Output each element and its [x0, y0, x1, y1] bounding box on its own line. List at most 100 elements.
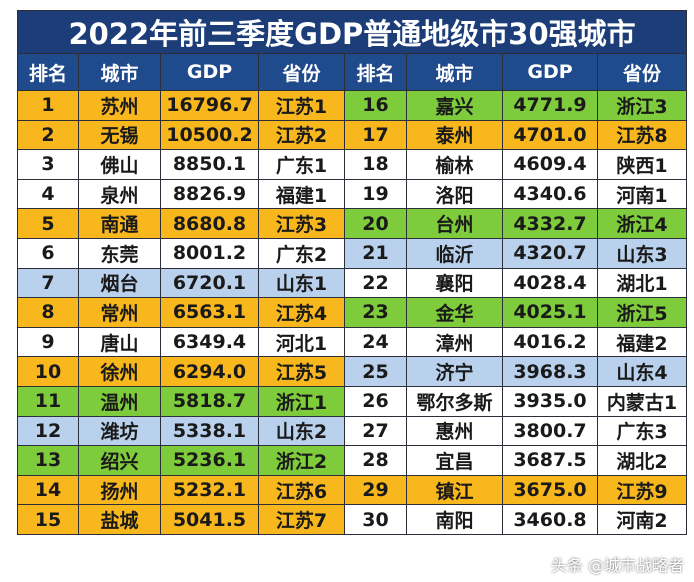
cell-prov: 山东4 — [596, 356, 688, 387]
cell-rank: 10 — [17, 356, 79, 387]
table-row: 10 徐州 6294.0 江苏5 25 济宁 3968.3 山东4 — [17, 356, 688, 387]
cell-prov: 陕西1 — [596, 149, 688, 180]
table-row: 12 潍坊 5338.1 山东2 27 惠州 3800.7 广东3 — [17, 415, 688, 447]
cell-rank: 14 — [17, 474, 79, 506]
cell-city: 苏州 — [78, 90, 161, 121]
table-row: 4 泉州 8826.9 福建1 19 洛阳 4340.6 河南1 — [17, 178, 688, 210]
cell-gdp: 4320.7 — [502, 237, 598, 269]
cell-rank: 15 — [17, 504, 79, 535]
cell-rank: 4 — [17, 178, 79, 210]
cell-prov: 江苏8 — [596, 119, 688, 151]
table-row: 14 扬州 5232.1 江苏6 29 镇江 3675.0 江苏9 — [17, 474, 688, 506]
cell-prov: 内蒙古1 — [596, 385, 688, 417]
cell-city: 烟台 — [78, 267, 161, 299]
cell-gdp: 8001.2 — [160, 237, 259, 269]
cell-city: 镇江 — [406, 474, 503, 506]
table-row: 9 唐山 6349.4 河北1 24 漳州 4016.2 福建2 — [17, 326, 688, 358]
cell-prov: 福建1 — [258, 178, 345, 210]
cell-city: 泉州 — [78, 178, 161, 210]
header-province: 省份 — [596, 53, 688, 91]
header-province: 省份 — [258, 53, 345, 91]
cell-city: 金华 — [406, 297, 503, 328]
cell-gdp: 4701.0 — [502, 119, 598, 151]
cell-rank: 13 — [17, 445, 79, 476]
header-city: 城市 — [78, 53, 161, 91]
cell-city: 东莞 — [78, 237, 161, 269]
cell-prov: 江苏5 — [258, 356, 345, 387]
cell-city: 临沂 — [406, 237, 503, 269]
cell-city: 盐城 — [78, 504, 161, 535]
cell-rank: 1 — [17, 90, 79, 121]
cell-city: 扬州 — [78, 474, 161, 506]
cell-gdp: 16796.7 — [160, 90, 259, 121]
cell-city: 徐州 — [78, 356, 161, 387]
cell-prov: 江苏4 — [258, 297, 345, 328]
cell-gdp: 5232.1 — [160, 474, 259, 506]
cell-gdp: 6720.1 — [160, 267, 259, 299]
cell-gdp: 4016.2 — [502, 326, 598, 358]
cell-city: 南阳 — [406, 504, 503, 535]
cell-prov: 江苏2 — [258, 119, 345, 151]
cell-prov: 江苏6 — [258, 474, 345, 506]
cell-gdp: 3460.8 — [502, 504, 598, 535]
table-row: 3 佛山 8850.1 广东1 18 榆林 4609.4 陕西1 — [17, 149, 688, 180]
cell-city: 榆林 — [406, 149, 503, 180]
cell-gdp: 3800.7 — [502, 415, 598, 447]
cell-city: 嘉兴 — [406, 90, 503, 121]
table-row: 11 温州 5818.7 浙江1 26 鄂尔多斯 3935.0 内蒙古1 — [17, 385, 688, 417]
table-row: 6 东莞 8001.2 广东2 21 临沂 4320.7 山东3 — [17, 237, 688, 269]
cell-rank: 18 — [344, 149, 407, 180]
cell-rank: 26 — [344, 385, 407, 417]
cell-gdp: 3968.3 — [502, 356, 598, 387]
cell-gdp: 4609.4 — [502, 149, 598, 180]
cell-prov: 浙江2 — [258, 445, 345, 476]
header-rank: 排名 — [344, 53, 407, 91]
cell-prov: 浙江5 — [596, 297, 688, 328]
cell-rank: 24 — [344, 326, 407, 358]
table-row: 5 南通 8680.8 江苏3 20 台州 4332.7 浙江4 — [17, 208, 688, 239]
cell-prov: 河北1 — [258, 326, 345, 358]
cell-city: 襄阳 — [406, 267, 503, 299]
cell-city: 漳州 — [406, 326, 503, 358]
cell-city: 鄂尔多斯 — [406, 385, 503, 417]
table-row: 2 无锡 10500.2 江苏2 17 泰州 4701.0 江苏8 — [17, 119, 688, 151]
cell-prov: 广东1 — [258, 149, 345, 180]
cell-rank: 27 — [344, 415, 407, 447]
cell-gdp: 6349.4 — [160, 326, 259, 358]
cell-city: 台州 — [406, 208, 503, 239]
cell-gdp: 5041.5 — [160, 504, 259, 535]
cell-rank: 5 — [17, 208, 79, 239]
cell-prov: 湖北1 — [596, 267, 688, 299]
cell-rank: 20 — [344, 208, 407, 239]
cell-city: 佛山 — [78, 149, 161, 180]
cell-gdp: 6294.0 — [160, 356, 259, 387]
cell-gdp: 5236.1 — [160, 445, 259, 476]
cell-city: 宜昌 — [406, 445, 503, 476]
cell-rank: 7 — [17, 267, 79, 299]
cell-prov: 江苏9 — [596, 474, 688, 506]
cell-rank: 28 — [344, 445, 407, 476]
cell-prov: 山东3 — [596, 237, 688, 269]
cell-prov: 江苏1 — [258, 90, 345, 121]
cell-gdp: 4771.9 — [502, 90, 598, 121]
cell-rank: 21 — [344, 237, 407, 269]
cell-gdp: 3675.0 — [502, 474, 598, 506]
cell-rank: 23 — [344, 297, 407, 328]
cell-rank: 16 — [344, 90, 407, 121]
watermark: 头条 @城市战略者 — [550, 556, 684, 575]
cell-rank: 11 — [17, 385, 79, 417]
cell-city: 绍兴 — [78, 445, 161, 476]
table-row: 1 苏州 16796.7 江苏1 16 嘉兴 4771.9 浙江3 — [17, 90, 688, 121]
cell-gdp: 4028.4 — [502, 267, 598, 299]
cell-prov: 福建2 — [596, 326, 688, 358]
cell-gdp: 4340.6 — [502, 178, 598, 210]
cell-gdp: 3687.5 — [502, 445, 598, 476]
cell-prov: 山东2 — [258, 415, 345, 447]
cell-gdp: 10500.2 — [160, 119, 259, 151]
cell-prov: 浙江1 — [258, 385, 345, 417]
cell-prov: 河南1 — [596, 178, 688, 210]
cell-rank: 6 — [17, 237, 79, 269]
cell-city: 济宁 — [406, 356, 503, 387]
cell-gdp: 5338.1 — [160, 415, 259, 447]
cell-gdp: 4332.7 — [502, 208, 598, 239]
